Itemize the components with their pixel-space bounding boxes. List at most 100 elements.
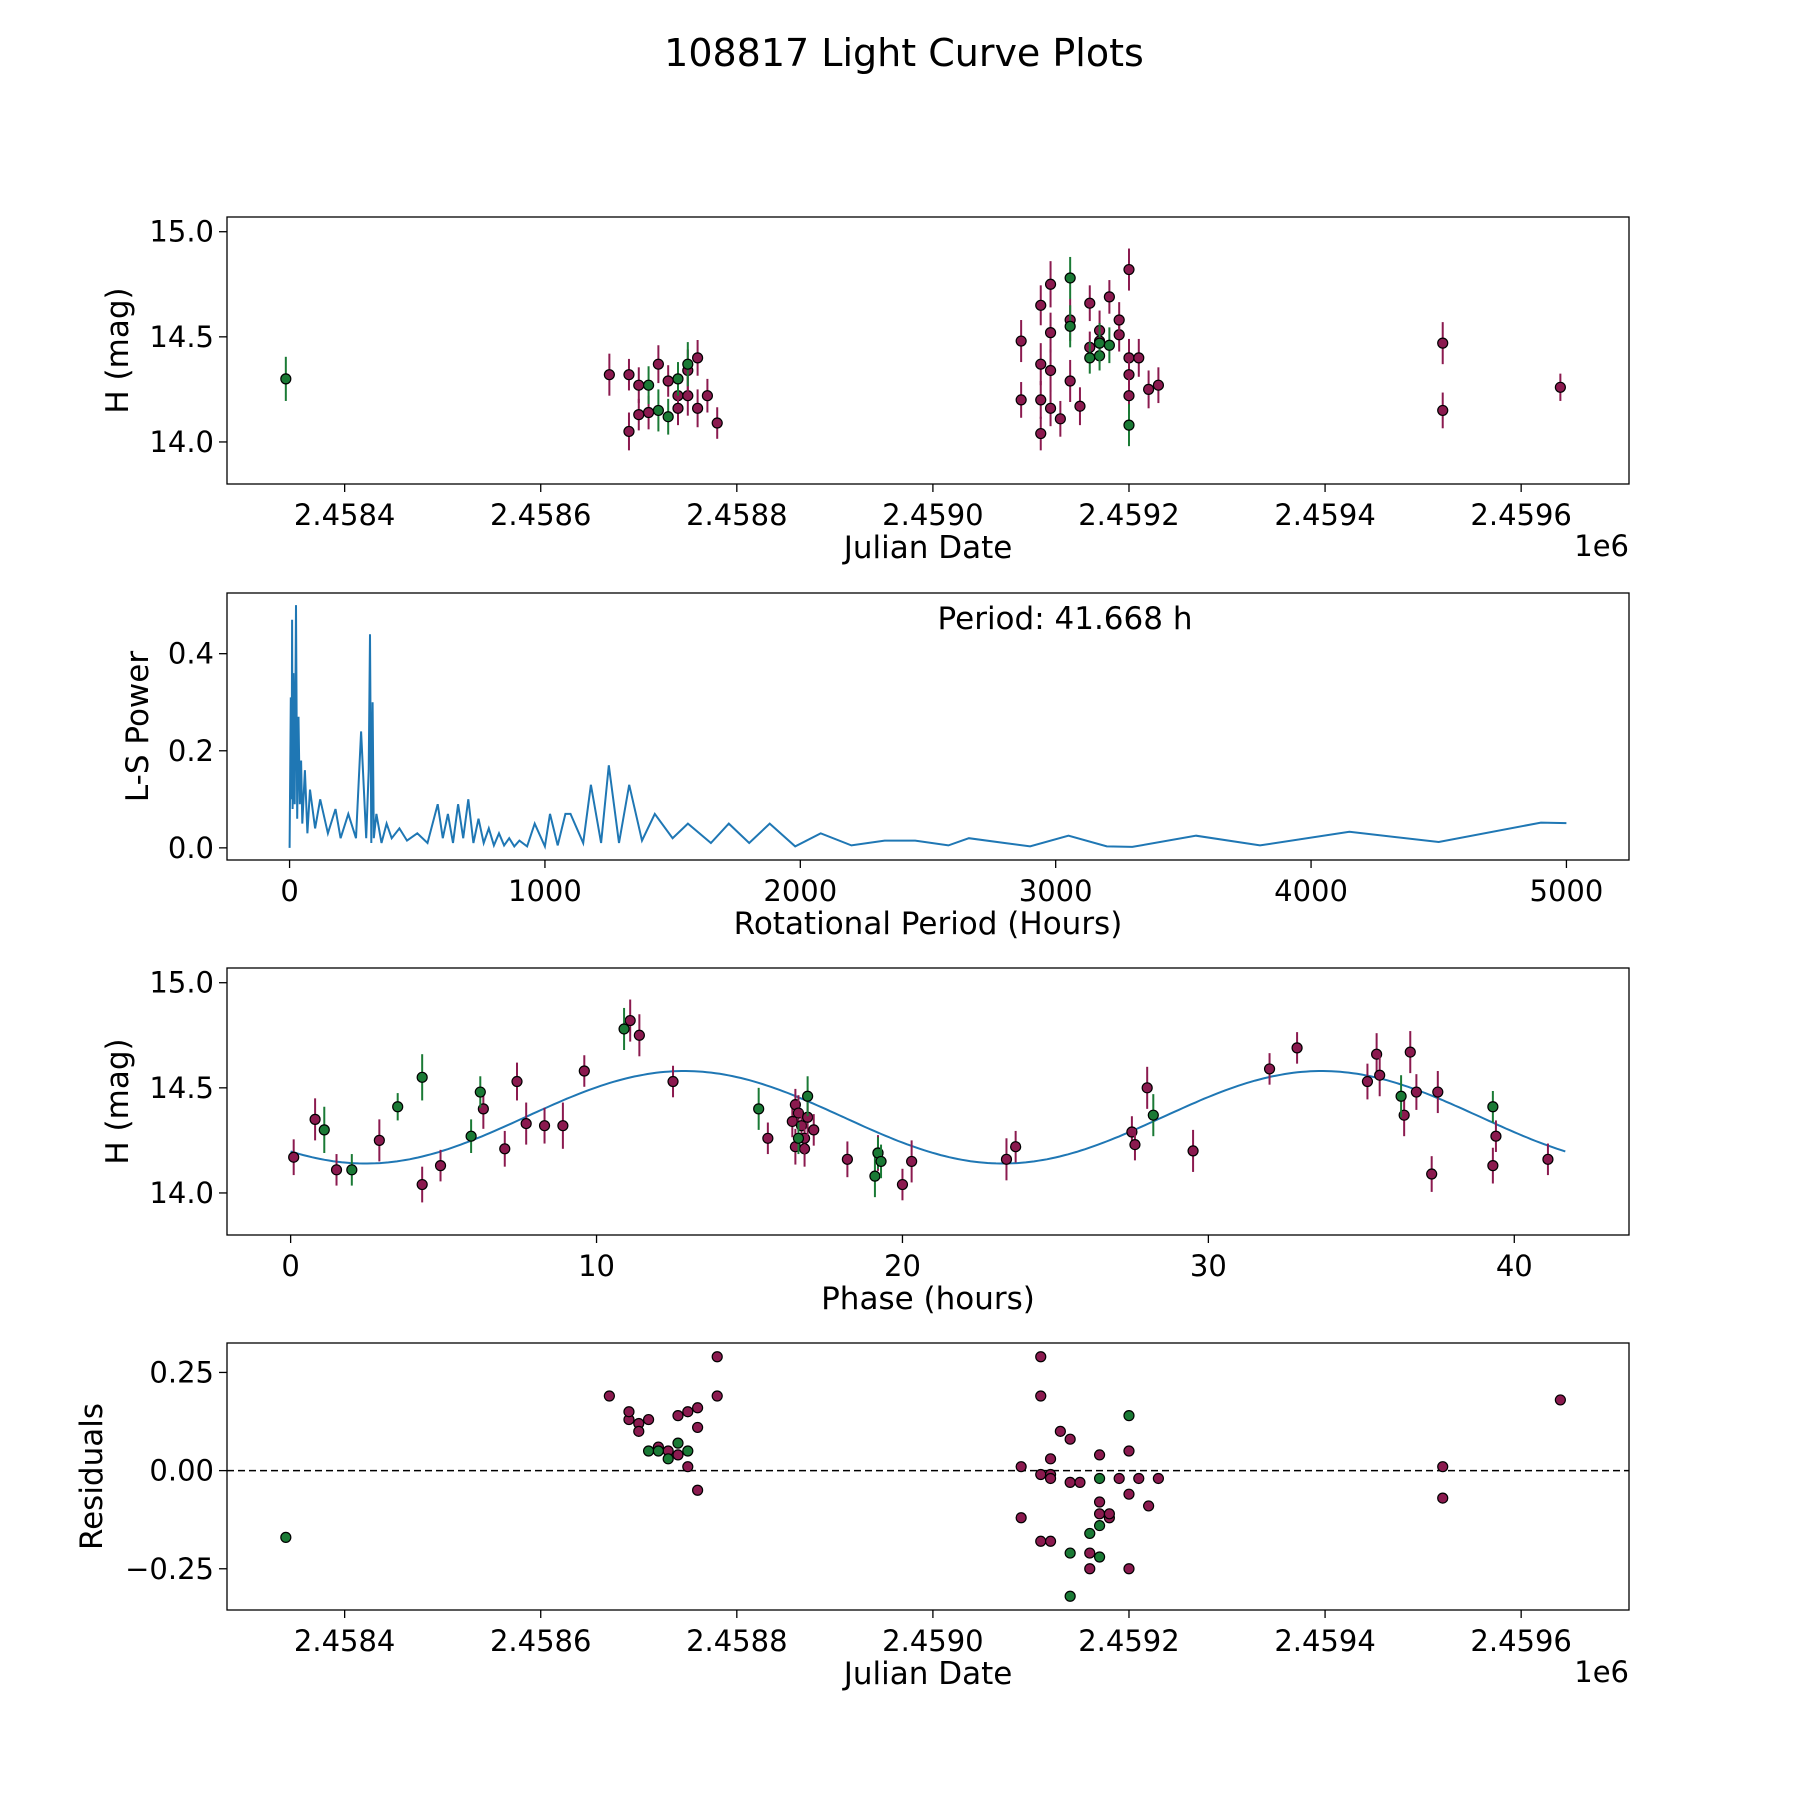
y-tick-label: 0.0 <box>168 831 214 865</box>
x-tick-label: 2.4588 <box>686 1624 787 1658</box>
plot-frame <box>226 967 1630 1236</box>
data-point-g <box>662 1453 674 1465</box>
data-point-r <box>896 1178 909 1191</box>
data-point-r <box>373 1134 385 1146</box>
data-point-g <box>1093 337 1106 349</box>
plot-frame <box>226 1342 1630 1611</box>
data-point-r <box>1263 1063 1276 1075</box>
periodogram-panel: 0 1000 2000 3000 4000 5000 0.0 0.2 0.4 Period: 4… <box>120 592 1630 942</box>
sinusoid-fit-curve <box>290 1070 1566 1165</box>
data-point-r <box>711 417 723 429</box>
data-point-r <box>1044 1453 1057 1465</box>
data-point-r <box>642 406 655 419</box>
data-point-r <box>692 352 704 364</box>
data-point-r <box>1064 375 1076 387</box>
data-point-r <box>672 1410 684 1422</box>
x-tick-label: 30 <box>1190 1249 1227 1283</box>
data-point-r <box>652 358 664 370</box>
data-point-r <box>1123 1488 1135 1500</box>
data-point-r <box>1437 404 1449 417</box>
periodogram-curve <box>288 605 1567 850</box>
data-point-r <box>711 1390 723 1402</box>
x-tick-label: 2.4594 <box>1274 1624 1375 1658</box>
x-tick-label: 3000 <box>1019 874 1093 908</box>
data-point-r <box>662 375 674 387</box>
y-axis-label: L-S Power <box>120 651 156 802</box>
data-point-r <box>692 1484 704 1496</box>
data-point-r <box>682 390 694 402</box>
data-point-r <box>1152 1472 1164 1485</box>
data-point-r <box>1437 1492 1449 1504</box>
data-point-g <box>392 1101 404 1113</box>
data-point-g <box>280 373 292 385</box>
residuals-panel: 2.4584 2.4586 2.4588 2.4590 2.4592 2.4594 2.45… <box>74 1342 1630 1692</box>
x-tick-label: 2.4588 <box>686 498 787 532</box>
data-point-r <box>1437 1461 1449 1473</box>
data-point-r <box>1035 1390 1047 1402</box>
y-tick-label: 0.2 <box>168 734 214 768</box>
x-tick-label: 2.4584 <box>294 498 395 532</box>
light-curve-points <box>280 248 1566 451</box>
data-point-g <box>474 1086 486 1098</box>
x-tick-label: 0 <box>280 874 298 908</box>
data-point-r <box>1093 1449 1106 1461</box>
data-point-r <box>1054 413 1066 425</box>
data-point-r <box>1103 1508 1115 1520</box>
data-point-g <box>1093 1519 1106 1532</box>
x-tick-label: 4000 <box>1274 874 1348 908</box>
data-point-r <box>1487 1160 1499 1172</box>
data-point-r <box>538 1120 551 1132</box>
data-point-r <box>711 1351 723 1363</box>
x-tick-label: 1000 <box>508 874 582 908</box>
data-point-r <box>642 1413 655 1426</box>
data-point-r <box>330 1164 343 1176</box>
data-point-r <box>1035 1351 1047 1363</box>
data-point-r <box>1542 1153 1554 1165</box>
data-point-r <box>808 1124 820 1136</box>
data-point-g <box>618 1023 630 1035</box>
data-point-r <box>288 1151 300 1163</box>
data-point-r <box>633 379 645 391</box>
data-point-r <box>434 1160 447 1172</box>
data-point-r <box>623 1406 635 1418</box>
x-axis-label: Rotational Period (Hours) <box>734 906 1123 942</box>
x-offset-label: 1e6 <box>1574 529 1629 563</box>
data-point-r <box>1093 1508 1106 1520</box>
data-point-g <box>672 1437 684 1449</box>
y-tick-label: 14.0 <box>149 1176 214 1210</box>
data-point-g <box>869 1170 881 1182</box>
data-point-r <box>692 1402 704 1414</box>
y-tick-label: −0.25 <box>125 1552 214 1586</box>
x-axis-label: Phase (hours) <box>821 1281 1035 1317</box>
y-tick-label: 14.5 <box>149 320 214 354</box>
data-point-g <box>652 404 664 417</box>
data-point-r <box>1044 327 1057 339</box>
data-point-r <box>633 1029 645 1041</box>
data-point-r <box>1123 390 1135 402</box>
data-point-r <box>1084 297 1096 309</box>
data-point-r <box>1554 381 1566 393</box>
data-point-r <box>1015 335 1027 347</box>
data-point-r <box>520 1117 532 1130</box>
data-point-r <box>1187 1145 1199 1157</box>
y-axis-label: H (mag) <box>100 1038 136 1164</box>
data-point-g <box>652 1445 664 1457</box>
data-point-g <box>682 358 694 370</box>
plot-frame <box>226 216 1630 485</box>
data-point-r <box>1084 1563 1096 1575</box>
data-point-r <box>578 1065 590 1077</box>
data-point-r <box>416 1178 428 1191</box>
data-point-g <box>1064 272 1076 284</box>
data-point-g <box>682 1445 694 1457</box>
x-tick-label: 2000 <box>763 874 837 908</box>
x-tick-label: 2.4596 <box>1470 1624 1571 1658</box>
data-point-r <box>603 1390 615 1402</box>
x-tick-label: 2.4596 <box>1470 498 1571 532</box>
data-point-r <box>633 1425 645 1437</box>
data-point-r <box>906 1155 918 1168</box>
data-point-g <box>1395 1090 1407 1102</box>
phase-points <box>288 999 1566 1203</box>
data-point-r <box>1152 379 1164 391</box>
data-point-g <box>662 411 674 423</box>
